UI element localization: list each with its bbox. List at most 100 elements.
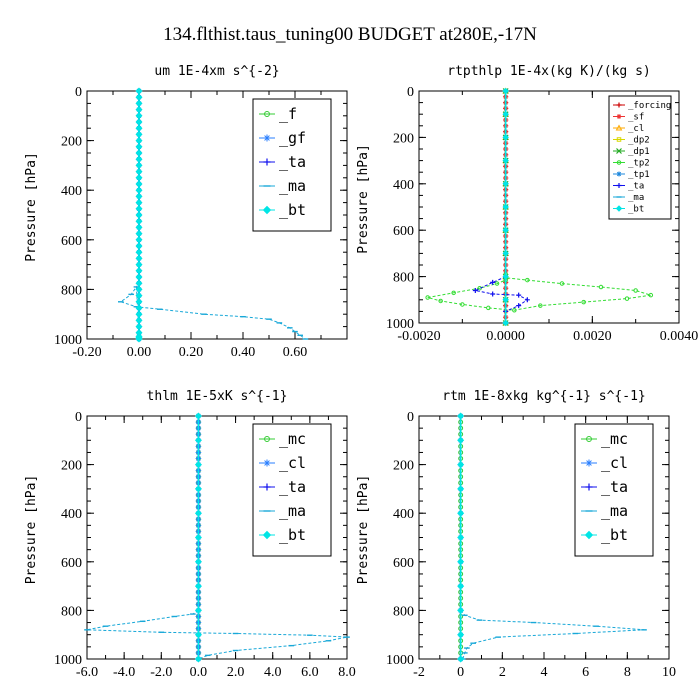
legend-label: _mc bbox=[601, 430, 628, 448]
series-bt bbox=[457, 412, 465, 663]
legend-swatch-marker bbox=[264, 111, 270, 117]
x-tick-label: 0.00 bbox=[127, 345, 152, 360]
y-tick-label: 600 bbox=[393, 556, 414, 571]
x-tick-label: 0.20 bbox=[179, 345, 204, 360]
series-bt bbox=[502, 87, 509, 327]
legend-label: _tp2 bbox=[628, 159, 650, 169]
y-tick-label: 1000 bbox=[386, 317, 414, 332]
panel-title: um 1E-4xm s^{-2} bbox=[154, 64, 279, 79]
legend-label: _ta bbox=[628, 182, 644, 192]
data-point bbox=[502, 273, 509, 280]
x-tick-label: -0.0020 bbox=[397, 329, 440, 344]
y-tick-label: 800 bbox=[393, 271, 414, 286]
legend-label: _mc bbox=[279, 430, 306, 448]
data-point bbox=[502, 180, 509, 188]
data-point bbox=[457, 485, 465, 493]
y-tick-label: 800 bbox=[393, 604, 414, 619]
x-tick-label: 4 bbox=[541, 665, 548, 680]
x-tick-label: 2 bbox=[499, 665, 506, 680]
legend-swatch-marker bbox=[584, 530, 594, 540]
series-bt bbox=[135, 87, 143, 343]
y-tick-label: 800 bbox=[61, 283, 82, 298]
series-line bbox=[473, 276, 529, 323]
legend-swatch-marker bbox=[585, 459, 593, 467]
y-tick-label: 0 bbox=[407, 410, 414, 425]
data-point bbox=[512, 307, 517, 313]
data-point bbox=[457, 606, 465, 614]
x-tick-label: 0.0 bbox=[190, 665, 208, 680]
data-point bbox=[457, 558, 465, 566]
panel-title: rtpthlp 1E-4x(kg K)/(kg s) bbox=[447, 64, 651, 79]
panel-3: thlm 1E-5xK s^{-1} Pressure [hPa] 0 200 400 6… bbox=[24, 389, 356, 680]
y-axis-label: Pressure [hPa] bbox=[24, 152, 39, 262]
legend-label: _dp2 bbox=[628, 136, 650, 146]
y-tick-label: 200 bbox=[61, 459, 82, 474]
legend: _mc _cl _ta _ma _bt bbox=[252, 423, 332, 557]
series-line bbox=[460, 610, 645, 660]
data-point bbox=[460, 302, 465, 307]
data-point bbox=[457, 436, 465, 444]
y-tick-label: 1000 bbox=[386, 653, 414, 668]
data-point bbox=[194, 509, 202, 517]
data-point bbox=[648, 292, 654, 298]
y-tick-label: 0 bbox=[75, 410, 82, 425]
x-tick-label: -4.0 bbox=[113, 665, 135, 680]
legend-label: _ta bbox=[279, 153, 306, 171]
x-tick-label: -2.0 bbox=[150, 665, 172, 680]
y-tick-label: 800 bbox=[61, 604, 82, 619]
data-point bbox=[194, 533, 202, 542]
data-point bbox=[457, 631, 465, 639]
data-point bbox=[502, 87, 509, 95]
data-point bbox=[598, 284, 604, 290]
legend-label: _bt bbox=[601, 526, 628, 544]
data-point bbox=[457, 655, 465, 663]
data-point bbox=[194, 436, 202, 444]
y-tick-label: 1000 bbox=[54, 333, 82, 348]
legend-label: _sf bbox=[628, 113, 644, 123]
data-point bbox=[457, 533, 465, 542]
data-point bbox=[194, 485, 202, 493]
y-tick-label: 600 bbox=[61, 234, 82, 249]
series-line bbox=[427, 274, 651, 323]
legend-label: _ta bbox=[601, 478, 628, 496]
data-point bbox=[624, 296, 630, 301]
legend-label: _cl bbox=[601, 454, 628, 472]
data-point bbox=[502, 203, 509, 211]
data-point bbox=[135, 335, 143, 343]
x-tick-label: 8.0 bbox=[338, 665, 356, 680]
series-ma bbox=[457, 609, 647, 660]
legend-swatch-marker bbox=[616, 171, 622, 177]
legend-label: _bt bbox=[279, 526, 306, 544]
data-point bbox=[633, 288, 638, 293]
panel-title: rtm 1E-8xkg kg^{-1} s^{-1} bbox=[442, 389, 646, 404]
legend-swatch-marker bbox=[263, 158, 271, 166]
legend-swatch-marker bbox=[264, 436, 270, 442]
legend-swatch-marker bbox=[615, 205, 623, 212]
series-bt bbox=[194, 412, 202, 663]
data-point bbox=[502, 319, 509, 327]
data-point bbox=[194, 582, 202, 590]
x-tick-label: 0.0000 bbox=[486, 329, 525, 344]
data-point bbox=[502, 296, 509, 304]
y-axis-label: Pressure [hPa] bbox=[356, 475, 371, 585]
legend-label: _ta bbox=[279, 478, 306, 496]
data-point bbox=[194, 461, 202, 469]
y-tick-label: 400 bbox=[393, 178, 414, 193]
figure-title: 134.flthist.taus_tuning00 BUDGET at280E,… bbox=[163, 24, 537, 45]
data-point bbox=[425, 295, 430, 300]
y-tick-label: 0 bbox=[75, 85, 82, 100]
data-point bbox=[457, 412, 465, 420]
legend-swatch-marker bbox=[616, 183, 622, 188]
x-tick-label: -0.20 bbox=[72, 345, 101, 360]
data-point bbox=[525, 277, 530, 283]
y-tick-label: 200 bbox=[393, 131, 414, 146]
data-point bbox=[438, 298, 443, 304]
data-point bbox=[194, 655, 202, 663]
x-tick-label: 0.40 bbox=[231, 345, 256, 360]
legend-swatch-marker bbox=[262, 530, 272, 540]
data-point bbox=[457, 509, 465, 517]
x-tick-label: 6 bbox=[582, 665, 589, 680]
legend-label: _ma bbox=[279, 177, 306, 195]
x-tick-label: 0 bbox=[457, 665, 464, 680]
y-tick-label: 400 bbox=[61, 507, 82, 522]
